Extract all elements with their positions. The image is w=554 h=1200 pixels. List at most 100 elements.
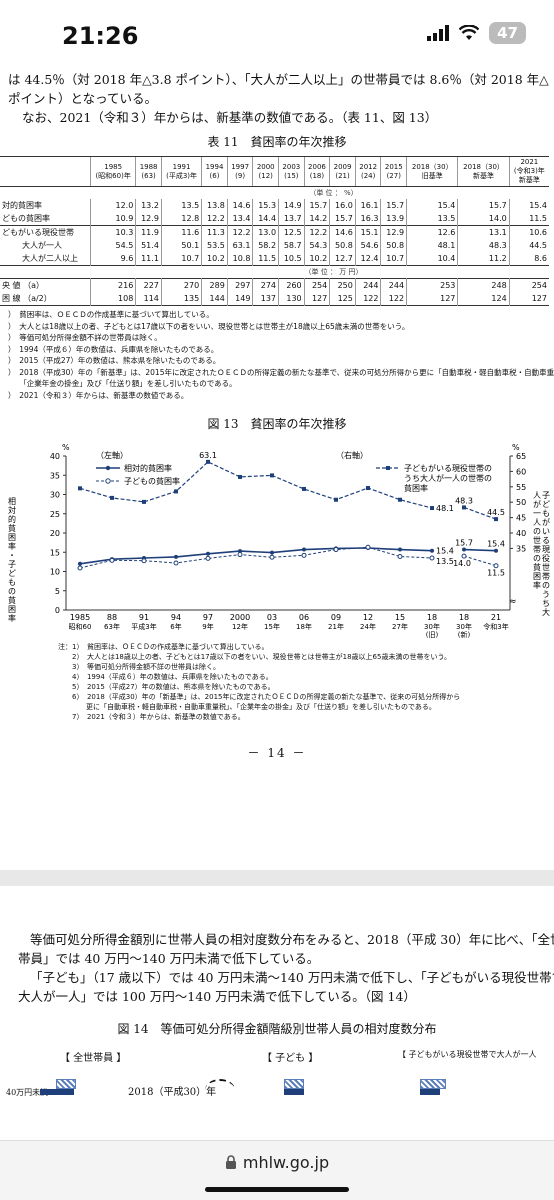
table-cell: 15.4	[406, 199, 458, 212]
table-cell: 53.5	[201, 239, 228, 252]
series-point-relative	[494, 548, 498, 553]
right-tick-label: 35	[516, 544, 526, 553]
note-line: 更に「自動車税・軽自動車税・自動車重量税」、「企業年金の掛金」及び「仕送り額」を…	[58, 703, 436, 711]
table-cell: 13.7	[278, 212, 305, 226]
left-title-char: の	[8, 587, 16, 596]
left-tick-label: 30	[50, 491, 60, 500]
year-annotation: 2018（平成30）年	[128, 1087, 217, 1098]
x-tick-sublabel: 15年	[264, 622, 280, 631]
status-icons: 47	[427, 22, 526, 44]
legend-marker-single	[386, 466, 390, 470]
x-tick-sublabel: 平成3年	[131, 622, 156, 631]
table-row: 大人が二人以上 9.6 11.1 10.7 10.2 10.8 11.5 10.5 10.2 12…	[0, 252, 549, 266]
left-title-char: ど	[8, 569, 16, 578]
x-tick-label: 88	[107, 613, 117, 622]
table-col-header: 2012 (24)	[354, 156, 381, 187]
series-line-child-old	[79, 546, 433, 569]
series-point-child	[205, 555, 211, 561]
table-cell: 227	[135, 278, 162, 292]
series-point-child	[461, 553, 467, 559]
left-tick-label: 20	[50, 529, 60, 538]
series-point-single	[302, 486, 306, 491]
left-title-char: も	[8, 578, 16, 587]
bar-2021	[420, 1089, 440, 1095]
table-cell: 15.7	[329, 212, 356, 226]
note-line: ） 2018（平成30）年の「新基準」は、2015年に改定されたＯＥＣＤの所得定…	[8, 367, 554, 377]
x-tick-label: 1985	[70, 613, 90, 622]
right-title-char: 世	[542, 562, 550, 572]
series-point-single	[494, 517, 498, 522]
right-title-char: 率	[533, 580, 541, 590]
table-cell: 16.0	[329, 199, 356, 212]
left-title-char: ・	[8, 551, 16, 560]
left-title-char: 率	[8, 613, 16, 623]
axis-break-mark: ≈	[509, 597, 517, 607]
data-label: 15.7	[455, 539, 473, 548]
row-label: 大人が一人	[22, 241, 62, 250]
url-display[interactable]: mhlw.go.jp	[0, 1153, 554, 1172]
left-unit: %	[62, 443, 70, 452]
series-point-single	[430, 506, 434, 511]
table-cell: 270	[160, 278, 202, 292]
series-point-single	[110, 495, 114, 500]
table-col-header: 2009 (21)	[329, 156, 356, 187]
paragraph-line: 等価可処分所得金額別に世帯人員の相対度数分布をみると、2018（平成 30）年に…	[30, 932, 554, 947]
table-cell: 122	[354, 292, 381, 306]
table-col-header: 2015 (27)	[380, 156, 407, 187]
unit-label: （単 位 ： %）	[309, 189, 358, 197]
table-cell: 14.9	[278, 199, 305, 212]
x-tick-sublabel: 24年	[360, 622, 376, 631]
right-tick-label: 45	[516, 514, 526, 523]
legend-marker-relative	[105, 465, 111, 471]
table-cell: 12.2	[201, 212, 228, 226]
table-cell: 297	[226, 278, 253, 292]
signal-icon	[427, 25, 450, 41]
series-point-single	[398, 497, 402, 502]
right-tick-label: 60	[516, 467, 526, 476]
table-cell: 16.3	[354, 212, 381, 226]
browser-address-bar[interactable]: mhlw.go.jp	[0, 1140, 554, 1200]
bar-2018	[56, 1079, 76, 1089]
table-col-header: 1991 (平成3)年	[160, 156, 202, 187]
right-axis-tag: （右軸）	[336, 450, 368, 460]
right-title-char: ど	[542, 500, 550, 509]
table-cell: 127	[406, 292, 458, 306]
table-cell: 15.7	[303, 199, 330, 212]
table-cell: 13.0	[252, 225, 279, 239]
row-label: 対的貧困率	[2, 201, 42, 210]
data-label: 63.1	[199, 451, 217, 460]
table-cell: 15.4	[508, 199, 549, 212]
bar-2021	[284, 1089, 304, 1095]
table-row: どもがいる現役世帯 10.3 11.9 11.6 11.3 12.2 13.0 12.5 12.…	[0, 225, 549, 239]
status-time: 21:26	[62, 22, 139, 50]
right-title-char: が	[533, 499, 541, 509]
series-point-relative	[302, 547, 306, 552]
table-row: 困 線 （a/2） 108 114 135 144 149 137 130 127 125 122 1…	[0, 292, 549, 306]
table-notes: ） 貧困率は、ＯＥＣＤの作成基準に基づいて算出している。 ） 大人とは18歳以上の…	[0, 309, 554, 401]
table-cell: 12.9	[135, 212, 162, 226]
series-point-child	[109, 557, 115, 563]
home-indicator[interactable]	[205, 1187, 349, 1192]
x-tick-sublabel: 21年	[328, 622, 344, 631]
series-point-child	[141, 558, 147, 564]
right-title-char: 現	[542, 545, 550, 554]
series-point-child	[429, 555, 435, 561]
left-tick-label: 0	[55, 606, 60, 615]
table-cell: 11.2	[457, 252, 510, 266]
table-cell: 11.3	[201, 225, 228, 239]
row-label: 央 値 （a）	[2, 281, 44, 290]
left-title-char: 子	[8, 560, 16, 569]
table-cell: 149	[226, 292, 253, 306]
curve-callout	[205, 1079, 235, 1101]
table-cell: 13.2	[135, 199, 162, 212]
table-cell: 244	[380, 278, 407, 292]
table-cell: 15.3	[252, 199, 279, 212]
table-cell: 124	[457, 292, 510, 306]
left-title-char: 貧	[8, 523, 16, 533]
legend-marker-child	[105, 478, 111, 484]
table-cell: 289	[201, 278, 228, 292]
x-tick-label: 03	[267, 613, 277, 622]
series-line-child-new	[463, 555, 497, 567]
right-title-char: の	[533, 527, 541, 536]
table-cell: 127	[303, 292, 330, 306]
